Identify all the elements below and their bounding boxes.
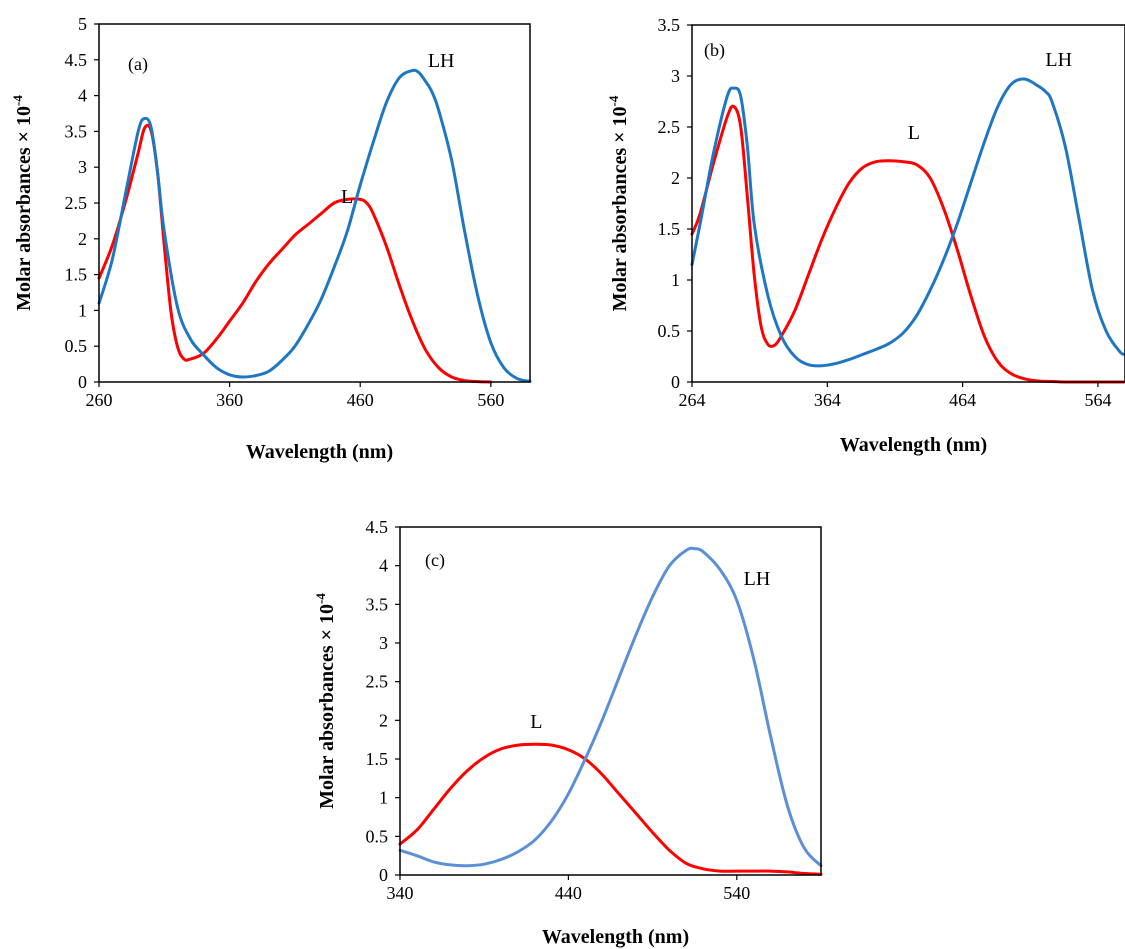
y-tick-label: 2.5 bbox=[366, 672, 389, 692]
y-tick-label: 2 bbox=[379, 710, 388, 730]
y-tick-label: 0 bbox=[379, 865, 388, 885]
panel-label: (a) bbox=[128, 54, 148, 75]
y-tick-label: 5 bbox=[78, 14, 87, 34]
x-tick-label: 560 bbox=[477, 390, 504, 410]
y-tick-label: 4.5 bbox=[366, 517, 389, 537]
y-tick-label: 1.5 bbox=[658, 219, 681, 239]
y-tick-label: 1 bbox=[78, 300, 87, 320]
y-tick-label: 1.5 bbox=[366, 749, 389, 769]
x-tick-label: 364 bbox=[814, 390, 841, 410]
y-tick-label: 3 bbox=[671, 66, 680, 86]
y-tick-label: 3.5 bbox=[65, 121, 88, 141]
y-tick-label: 2 bbox=[78, 229, 87, 249]
series-line-lh bbox=[398, 546, 823, 868]
y-tick-label: 0.5 bbox=[658, 321, 681, 341]
series-label-lh: LH bbox=[1045, 49, 1072, 71]
x-axis-title: Wavelength (nm) bbox=[542, 926, 689, 948]
x-tick-label: 264 bbox=[679, 390, 706, 410]
series-label-l: L bbox=[530, 711, 542, 733]
y-tick-label: 2.5 bbox=[658, 117, 681, 137]
series-line-l bbox=[690, 104, 1125, 384]
x-tick-label: 340 bbox=[387, 883, 414, 903]
y-tick-label: 0.5 bbox=[366, 826, 389, 846]
y-tick-label: 0.5 bbox=[65, 336, 88, 356]
y-tick-label: 0 bbox=[78, 372, 87, 392]
panel-label: (c) bbox=[425, 550, 445, 571]
y-axis-title: Molar absorbances × 10-4 bbox=[313, 593, 338, 809]
y-axis-title: Molar absorbances × 10-4 bbox=[10, 95, 35, 311]
plot-frame bbox=[691, 24, 1125, 383]
x-tick-label: 464 bbox=[949, 390, 976, 410]
x-tick-label: 440 bbox=[555, 883, 582, 903]
y-axis-title-main: Molar absorbances × 10 bbox=[609, 106, 631, 311]
series-label-lh: LH bbox=[428, 50, 455, 72]
plot-frame bbox=[98, 23, 531, 383]
plot-frame bbox=[399, 526, 822, 876]
series-label-lh: LH bbox=[744, 568, 771, 590]
y-axis-title: Molar absorbances × 10-4 bbox=[606, 95, 631, 311]
x-tick-label: 564 bbox=[1084, 390, 1111, 410]
chart-panel-c: 340 440 540 0 0.5 1 1.5 2 2.5 3 3.5 4 4.5 (c) L LH W… bbox=[313, 517, 823, 948]
y-tick-label: 1 bbox=[671, 270, 680, 290]
y-tick-label: 3.5 bbox=[366, 594, 389, 614]
series-label-l: L bbox=[341, 186, 353, 208]
chart-panel-b: 264 364 464 564 0 0.5 1 1.5 2 2.5 3 3.5 (b) L LH Wa… bbox=[606, 15, 1125, 456]
y-tick-label: 2 bbox=[671, 168, 680, 188]
panel-label: (b) bbox=[704, 40, 725, 61]
x-tick-label: 360 bbox=[216, 390, 243, 410]
y-axis-title-main: Molar absorbances × 10 bbox=[13, 106, 35, 311]
y-tick-label: 4.5 bbox=[65, 50, 88, 70]
x-tick-label: 460 bbox=[347, 390, 374, 410]
x-tick-label: 260 bbox=[86, 390, 113, 410]
y-tick-label: 1.5 bbox=[65, 265, 88, 285]
y-axis-title-main: Molar absorbances × 10 bbox=[316, 604, 338, 809]
y-tick-label: 1 bbox=[379, 788, 388, 808]
series-line-lh bbox=[97, 68, 532, 383]
y-tick-label: 3 bbox=[379, 633, 388, 653]
y-tick-label: 4 bbox=[379, 556, 388, 576]
x-axis-title: Wavelength (nm) bbox=[840, 434, 987, 456]
y-tick-label: 3 bbox=[78, 157, 87, 177]
x-tick-label: 540 bbox=[723, 883, 750, 903]
y-axis-title-exponent: -4 bbox=[313, 593, 328, 604]
y-tick-label: 4 bbox=[78, 86, 87, 106]
y-tick-label: 0 bbox=[671, 372, 680, 392]
y-tick-label: 3.5 bbox=[658, 15, 681, 35]
y-tick-label: 2.5 bbox=[65, 193, 88, 213]
x-axis-title: Wavelength (nm) bbox=[246, 441, 393, 463]
y-axis-title-exponent: -4 bbox=[10, 95, 25, 106]
series-line-lh bbox=[690, 77, 1125, 368]
chart-panel-a: 260 360 460 560 0 0.5 1 1.5 2 2.5 3 3.5 4 4.5 5 (a) L… bbox=[10, 14, 532, 463]
series-line-l bbox=[398, 742, 823, 876]
series-label-l: L bbox=[908, 122, 920, 144]
y-axis-title-exponent: -4 bbox=[606, 95, 621, 106]
